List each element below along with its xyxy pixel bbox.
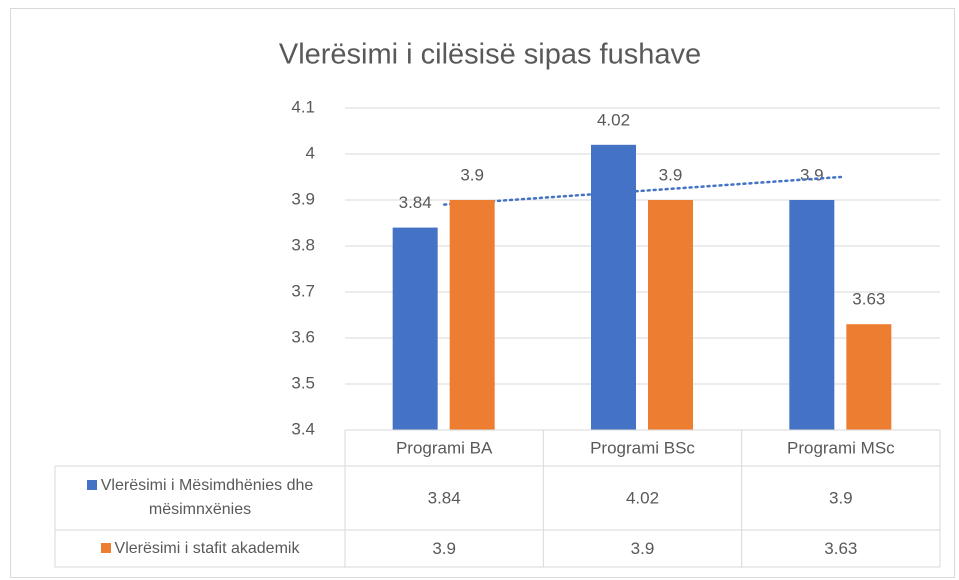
data-label: 3.9 bbox=[800, 165, 824, 184]
legend-cell: Vlerësimi i stafit akademik bbox=[57, 530, 343, 567]
bar bbox=[648, 200, 693, 430]
data-label: 3.84 bbox=[399, 193, 432, 212]
y-tick-label: 3.7 bbox=[291, 281, 315, 300]
x-tick-label: Programi BA bbox=[396, 438, 493, 457]
table-value: 4.02 bbox=[626, 488, 659, 507]
legend-label: Vlerësimi i stafit akademik bbox=[114, 539, 300, 557]
y-tick-label: 3.5 bbox=[291, 373, 315, 392]
legend-key bbox=[86, 480, 97, 490]
bar bbox=[591, 144, 636, 431]
table-value: 3.63 bbox=[824, 539, 857, 558]
bar bbox=[392, 227, 438, 430]
legend-cell: Vlerësimi i Mësimdhënies dhe mësimnxënie… bbox=[57, 466, 343, 530]
trendline bbox=[442, 175, 843, 206]
y-tick-label: 3.6 bbox=[291, 327, 315, 346]
table-value: 3.9 bbox=[631, 539, 655, 558]
chart-title: Vlerësimi i cilësisë sipas fushave bbox=[279, 39, 701, 71]
table-value: 3.9 bbox=[432, 539, 456, 558]
legend-label: Vlerësimi i Mësimdhënies dhe mësimnxënie… bbox=[100, 477, 314, 518]
data-label: 4.02 bbox=[597, 110, 630, 129]
legend-key bbox=[100, 542, 111, 553]
data-label: 3.9 bbox=[460, 165, 484, 184]
bar bbox=[789, 200, 835, 430]
legend-entry: Vlerësimi i Mësimdhënies dhe mësimnxënie… bbox=[57, 466, 343, 530]
table-value: 3.84 bbox=[428, 488, 461, 507]
y-tick-label: 3.9 bbox=[291, 189, 315, 208]
x-tick-label: Programi MSc bbox=[787, 438, 895, 457]
y-tick-label: 3.8 bbox=[291, 235, 315, 254]
bar bbox=[846, 324, 892, 430]
bar bbox=[449, 200, 495, 430]
data-label: 3.9 bbox=[659, 165, 683, 184]
table-value: 3.9 bbox=[829, 488, 853, 507]
x-tick-label: Programi BSc bbox=[590, 438, 695, 457]
y-tick-label: 4.1 bbox=[291, 97, 315, 116]
y-tick-label: 3.4 bbox=[291, 419, 315, 438]
data-label: 3.63 bbox=[852, 290, 885, 309]
y-tick-label: 4 bbox=[306, 143, 315, 162]
legend-entry: Vlerësimi i stafit akademik bbox=[57, 530, 343, 567]
